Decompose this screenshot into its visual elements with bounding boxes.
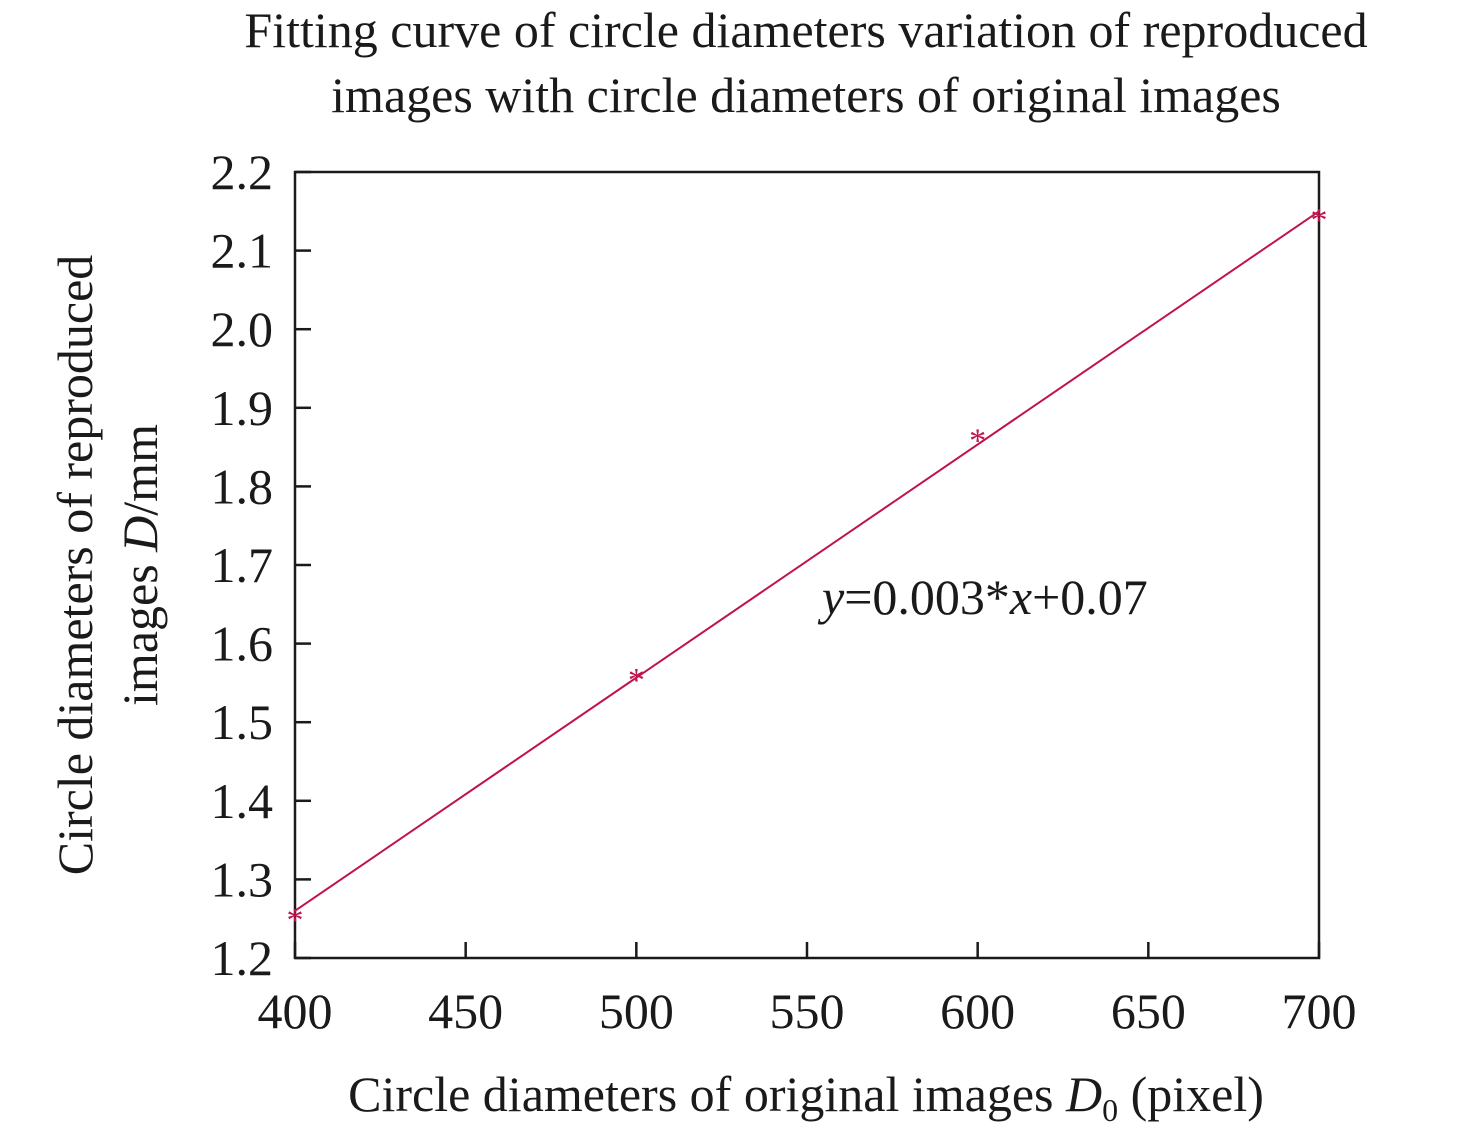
data-point-marker: * [969,422,986,459]
y-tick-label: 1.2 [211,930,274,986]
x-axis-ticks: 400 450 500 550 600 650 700 [258,942,1357,1039]
data-point-marker: * [1311,202,1328,239]
y-axis-label-prefix: images [112,552,168,706]
equation-mid: =0.003* [844,569,1010,625]
y-axis-label-line-1: Circle diameters of reproduced [47,255,103,876]
equation-y-var: y [817,569,845,625]
x-tick-label: 700 [1282,983,1357,1039]
x-axis-label-prefix: Circle diameters of original images [348,1066,1066,1122]
y-tick-label: 1.3 [211,851,274,907]
fit-equation-annotation: y=0.003*x+0.07 [817,569,1148,625]
y-tick-label: 1.8 [211,458,274,514]
chart-title-line-2: images with circle diameters of original… [331,67,1281,123]
y-tick-label: 1.4 [211,773,274,829]
y-tick-label: 2.2 [211,144,274,200]
x-tick-label: 450 [428,983,503,1039]
x-tick-label: 400 [258,983,333,1039]
y-axis-ticks: 1.2 1.3 1.4 1.5 1.6 1.7 1.8 1.9 2.0 2.1 2.2 [211,144,311,986]
fit-line [294,210,1320,912]
plot-frame [293,170,1321,960]
x-axis-label-suffix: (pixel) [1118,1066,1264,1122]
y-tick-label: 1.5 [211,694,274,750]
x-tick-label: 650 [1111,983,1186,1039]
x-tick-label: 500 [599,983,674,1039]
series-layer: * * * * [287,202,1328,939]
x-tick-label: 550 [770,983,845,1039]
y-tick-label: 1.6 [211,616,274,672]
y-tick-label: 1.9 [211,380,274,436]
x-tick-label: 600 [940,983,1015,1039]
equation-x-var: x [1009,569,1032,625]
y-axis-label-var: D [112,516,168,553]
equation-end: +0.07 [1032,569,1148,625]
data-point-marker: * [628,662,645,699]
y-axis-label-line-2: images D/mm [112,424,168,706]
x-axis-label: Circle diameters of original images D0 (… [348,1066,1264,1128]
y-tick-label: 2.1 [211,223,274,279]
data-point-marker: * [287,902,304,939]
chart-title-line-1: Fitting curve of circle diameters variat… [244,2,1367,58]
x-axis-label-sub: 0 [1102,1092,1118,1128]
x-axis-label-var: D [1065,1066,1102,1122]
y-tick-label: 2.0 [211,301,274,357]
y-tick-label: 1.7 [211,537,274,593]
y-axis-label-suffix: /mm [112,424,168,516]
